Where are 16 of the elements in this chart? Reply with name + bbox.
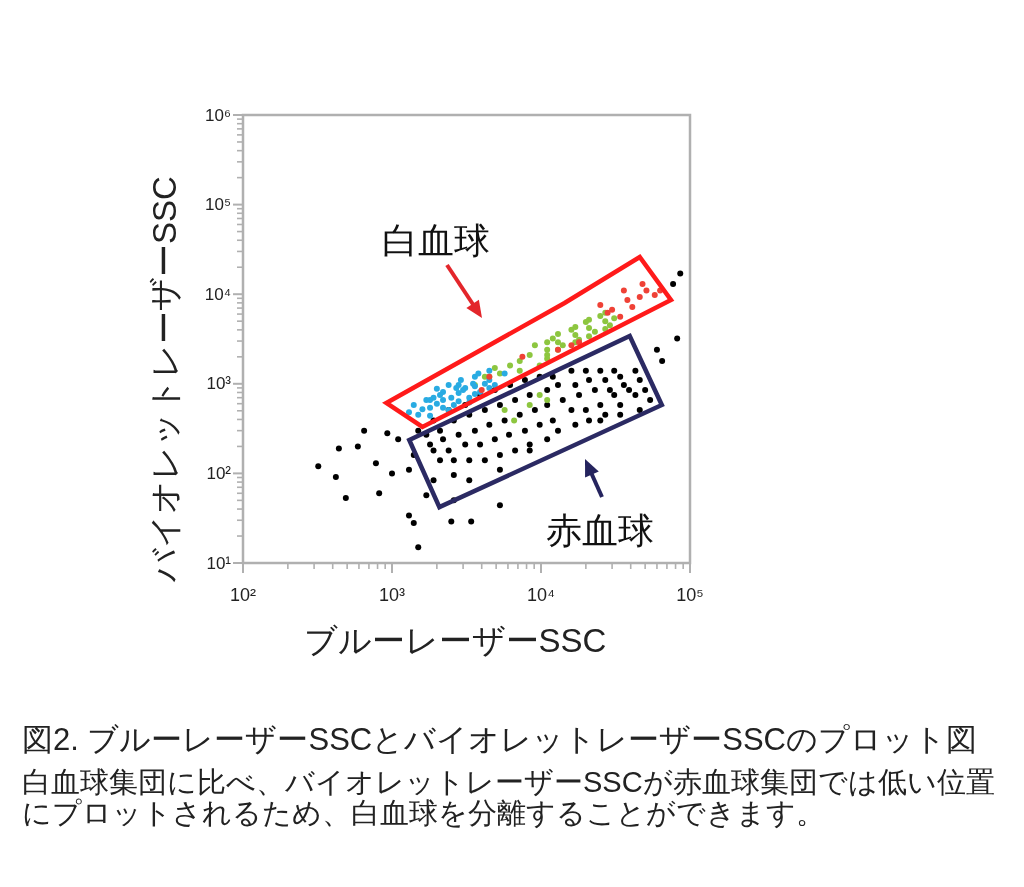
x-tick-label: 10³ <box>378 585 406 605</box>
annotation: 赤血球 <box>546 509 654 551</box>
y-tick-label: 10⁶ <box>205 105 231 125</box>
y-axis-title: バイオレットレーザーSSC <box>146 176 183 583</box>
x-axis-title: ブルーレーザーSSC <box>303 622 607 659</box>
y-tick-label: 10¹ <box>206 553 232 573</box>
y-tick-label: 10⁴ <box>204 284 231 304</box>
y-tick-label: 10² <box>206 463 232 483</box>
annotation: 白血球 <box>382 219 490 261</box>
y-tick-label: 10⁵ <box>205 195 231 215</box>
x-tick-label: 10² <box>229 585 257 605</box>
y-tick-label: 10³ <box>206 374 232 394</box>
text: 図2. ブルーレーザーSSCとバイオレットレーザーSSCのプロット図 <box>22 721 978 759</box>
x-tick-label: 10⁴ <box>527 585 555 605</box>
text: 白血球集団に比べ、バイオレットレーザーSSCが赤血球集団では低い位置にプロットされるため、白血球を分離することができます。 <box>22 766 996 829</box>
x-tick-label: 10⁵ <box>676 585 704 605</box>
